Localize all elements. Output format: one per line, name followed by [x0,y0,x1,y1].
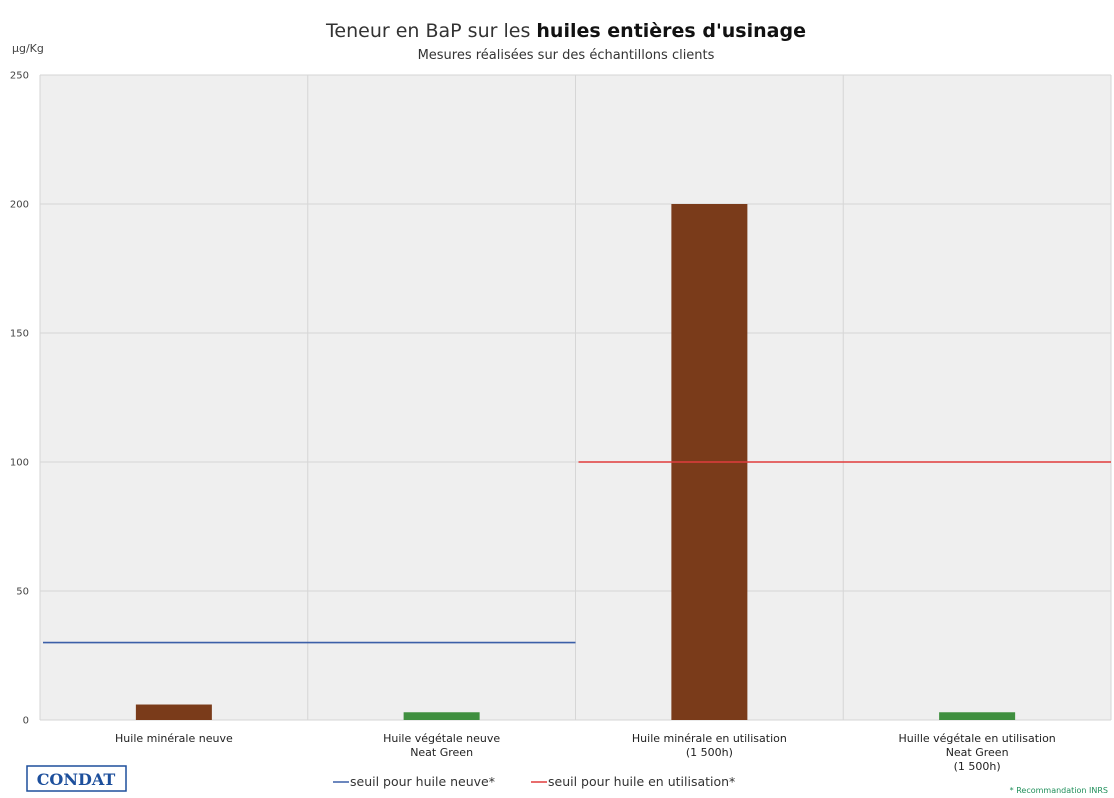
x-category-label: Huile minérale en utilisation [632,732,787,745]
logo-text: CONDAT [37,770,116,789]
bar [135,704,212,720]
x-category-label: (1 500h) [954,760,1001,773]
source-note: * Recommandation INRS [1010,786,1108,795]
y-tick-label: 200 [10,200,29,211]
chart-subtitle: Mesures réalisées sur des échantillons c… [418,48,715,63]
legend-label-utilisation: seuil pour huile en utilisation* [548,774,735,789]
chart-title-bold: huiles entières d'usinage [536,20,806,42]
y-tick-label: 0 [23,716,29,727]
grid [39,74,1112,721]
x-category-label: (1 500h) [686,746,733,759]
chart-title-plain: Teneur en BaP sur les [325,20,536,42]
y-tick-label: 250 [10,71,29,82]
x-axis-categories: Huile minérale neuve Huile végétale neuve… [115,732,1056,773]
x-category-label: Huile végétale neuve [383,732,500,745]
y-tick-label: 150 [10,329,29,340]
y-axis-ticks: 0 50 100 150 200 250 [10,71,29,727]
y-tick-label: 50 [16,587,29,598]
legend: seuil pour huile neuve* seuil pour huile… [333,774,735,789]
threshold-lines [43,461,1111,644]
y-unit-label: µg/Kg [12,42,44,55]
bar [939,712,1016,720]
condat-logo: CONDAT [26,765,127,792]
legend-label-neuve: seuil pour huile neuve* [350,774,495,789]
y-tick-label: 100 [10,458,29,469]
chart-title: Teneur en BaP sur les huiles entières d'… [325,20,806,42]
x-category-label: Neat Green [946,746,1009,759]
bar [403,712,480,720]
x-category-label: Huille végétale en utilisation [898,732,1055,745]
x-category-label: Huile minérale neuve [115,732,233,745]
x-category-label: Neat Green [410,746,473,759]
